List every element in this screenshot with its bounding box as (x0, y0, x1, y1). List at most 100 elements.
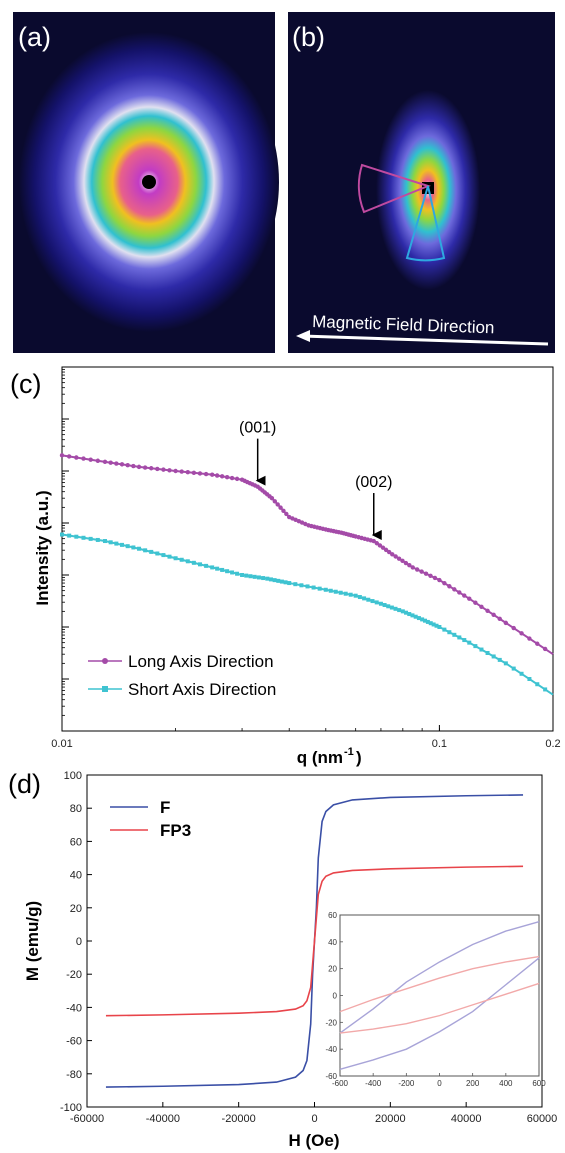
c-long-point (428, 573, 433, 579)
c-short-point (311, 585, 316, 590)
c-short-point (173, 556, 178, 561)
c-short-point (279, 579, 284, 584)
d-y-tick-label: 80 (70, 803, 82, 815)
c-long-point (209, 472, 215, 477)
c-short-point (413, 614, 418, 619)
c-long-point (390, 552, 395, 557)
c-long-point (374, 541, 380, 546)
inset-series-line-F_lower (339, 957, 540, 1070)
inset-y-tick-label: -20 (325, 1018, 337, 1027)
c-short-point (149, 549, 154, 554)
c-short-point (423, 618, 428, 623)
c-short-point (462, 638, 467, 643)
inset-series-line-FP3_upper (339, 955, 540, 1013)
c-long-point (224, 474, 230, 480)
c-long-point (467, 596, 472, 601)
d-x-tick-label: -60000 (70, 1113, 104, 1125)
c-short-point (210, 565, 215, 570)
c-long-point (229, 475, 235, 481)
c-short-point (410, 613, 415, 618)
plot-c-frame (61, 366, 554, 732)
c-short-point (185, 559, 190, 564)
c-short-point (265, 576, 270, 581)
d-y-tick-label: 20 (70, 903, 82, 915)
c-short-point (299, 583, 304, 588)
c-short-point (114, 541, 119, 546)
d-y-tick-label: 60 (70, 836, 82, 848)
legend-short-label: Short Axis Direction (128, 680, 276, 699)
c-short-point (167, 554, 172, 559)
plot-c-xlabel-end: ) (356, 748, 362, 767)
c-long-point (519, 631, 524, 636)
c-short-point (317, 586, 322, 591)
c-short-point (268, 577, 273, 582)
d-series-line-FP3 (105, 865, 524, 1017)
inset-x-tick-label: -400 (365, 1079, 382, 1088)
c-long-point (432, 575, 438, 581)
c-long-point (462, 593, 467, 598)
d-y-tick-label: -60 (66, 1036, 82, 1048)
c-short-point (389, 605, 394, 610)
c-long-point (447, 584, 452, 589)
c-long-point (542, 646, 548, 652)
c-short-point (519, 671, 524, 676)
plot-c-xlabel: q (nm (297, 748, 343, 767)
c-long-point (125, 463, 130, 468)
panel-c-label: (c) (10, 369, 41, 399)
d-x-tick-label: -20000 (222, 1113, 256, 1125)
c-long-point (396, 556, 402, 561)
panel-c: (c) 0.01 0.1 0.2 (001) (002) Intensity (a.u… (10, 366, 561, 767)
c-short-point (103, 539, 108, 544)
c-long-point (275, 502, 280, 507)
c-long-point (119, 462, 125, 467)
panel-a: (a) (13, 12, 279, 353)
d-y-tick-label: -100 (60, 1102, 82, 1114)
c-long-point (278, 505, 283, 510)
panel-a-label: (a) (18, 22, 51, 52)
panel-b-label: (b) (292, 22, 325, 52)
c-long-point (185, 470, 190, 475)
c-short-point (543, 687, 548, 692)
c-short-point (333, 589, 338, 594)
legend-long-label: Long Axis Direction (128, 652, 274, 671)
plot-d-legend: F FP3 (110, 798, 191, 840)
plot-d-x-ticks: -60000 -40000 -20000 0 20000 40000 60000 (70, 1102, 557, 1125)
inset-x-tick-label: 600 (532, 1079, 546, 1088)
c-short-point (434, 623, 439, 628)
plot-c-y-ticks (62, 366, 69, 732)
c-short-point (305, 584, 310, 589)
beamstop-a (142, 175, 156, 189)
c-short-point (473, 644, 478, 649)
c-short-point (283, 580, 288, 585)
long-axis-sector (357, 163, 431, 214)
c-short-point (452, 632, 457, 637)
c-short-point (240, 573, 245, 577)
inset-y-tick-label: 60 (328, 911, 337, 920)
c-short-point (362, 596, 367, 601)
d-y-tick-label: -80 (66, 1069, 82, 1081)
panel-d-label: (d) (8, 769, 41, 799)
c-long-point (219, 474, 225, 479)
plot-d-xlabel: H (Oe) (289, 1131, 340, 1150)
c-long-point (74, 455, 79, 460)
c-short-point (272, 578, 277, 583)
c-long-point (479, 604, 484, 609)
c-short-point (442, 627, 447, 632)
c-long-point (400, 558, 405, 564)
c-short-point (220, 567, 225, 572)
c-x-tick-label: 0.01 (51, 738, 72, 750)
c-short-point (348, 592, 353, 597)
c-short-point (95, 537, 100, 542)
c-short-point (204, 563, 209, 568)
c-short-point (74, 534, 79, 539)
c-short-point (491, 654, 496, 659)
c-short-point (67, 533, 72, 538)
c-short-point (467, 640, 472, 645)
d-x-tick-label: 40000 (451, 1113, 482, 1125)
c-short-point (428, 621, 433, 626)
c-short-point (527, 677, 532, 681)
inset-series-line-F_upper (339, 921, 540, 1034)
legend-F-label: F (160, 798, 170, 817)
d-x-tick-label: 0 (311, 1113, 317, 1125)
c-long-point (437, 577, 442, 583)
